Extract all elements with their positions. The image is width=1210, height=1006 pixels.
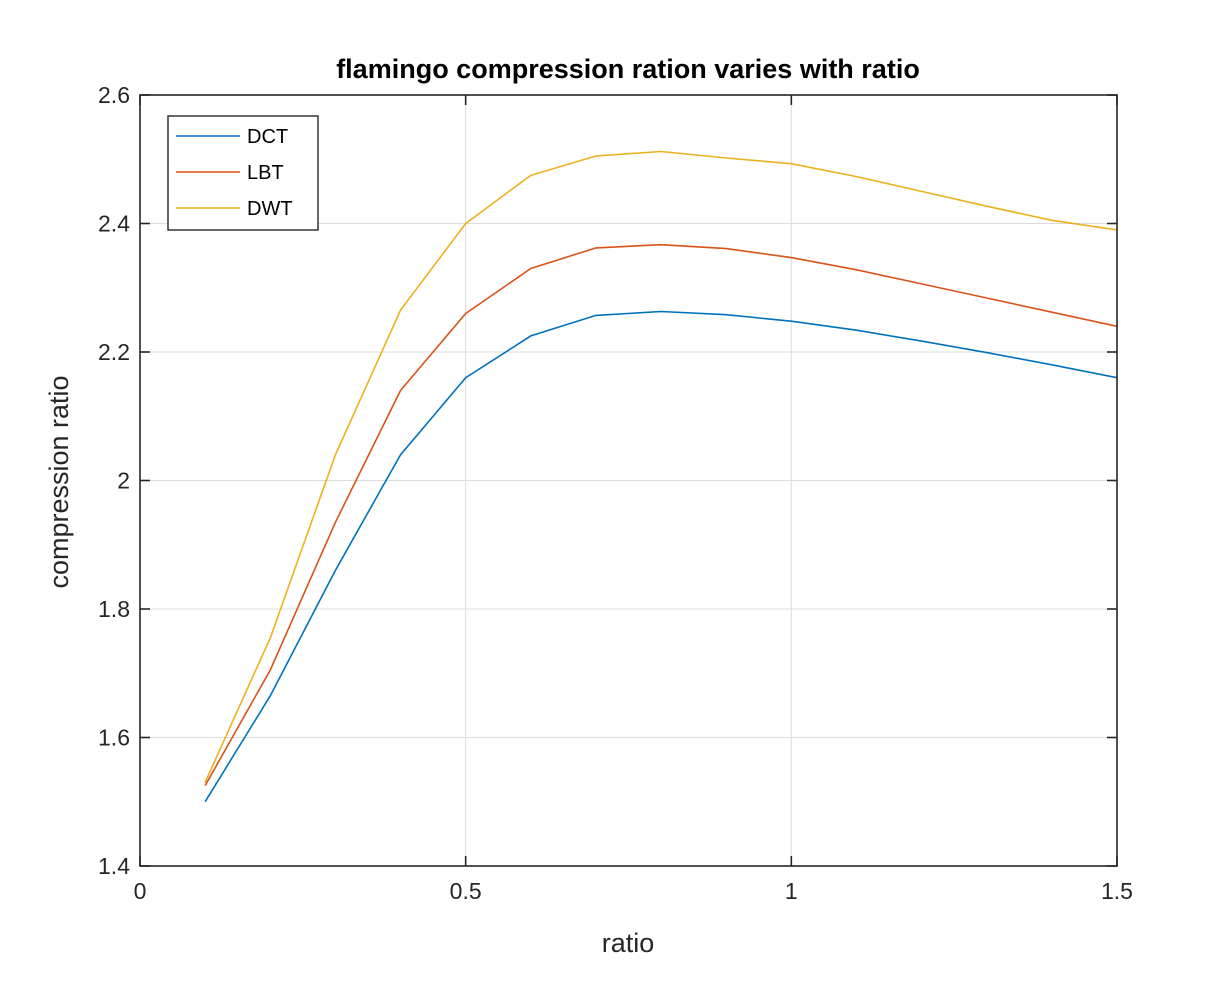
legend-label-lbt: LBT [247,162,284,184]
legend-box [167,115,319,231]
y-tick-label: 2.6 [98,82,130,108]
legend-label-dct: DCT [247,126,288,148]
series-lines [204,150,1118,803]
y-tick-label: 2 [117,468,130,494]
y-tick-label: 1.8 [98,596,130,622]
x-tick-label: 1.5 [1101,878,1133,904]
y-axis-label: compression ratio [44,375,74,588]
legend: DCT LBT DWT [167,115,319,231]
series-line-dct [204,310,1118,803]
tick-labels: 0 0.5 1 1.5 1.4 1.6 1.8 2 2.2 2.4 2.6 [98,82,1133,904]
y-tick-label: 2.4 [98,211,130,237]
ticks [139,94,1118,867]
x-tick-label: 0.5 [450,878,482,904]
series-line-dwt [204,150,1118,783]
x-tick-label: 1 [785,878,798,904]
series-line-lbt [204,243,1118,787]
y-tick-label: 1.6 [98,725,130,751]
y-tick-label: 2.2 [98,339,130,365]
x-axis-label: ratio [602,928,655,958]
y-tick-label: 1.4 [98,853,130,879]
legend-label-dwt: DWT [247,198,293,220]
chart-title: flamingo compression ration varies with … [336,54,920,84]
x-tick-label: 0 [134,878,147,904]
